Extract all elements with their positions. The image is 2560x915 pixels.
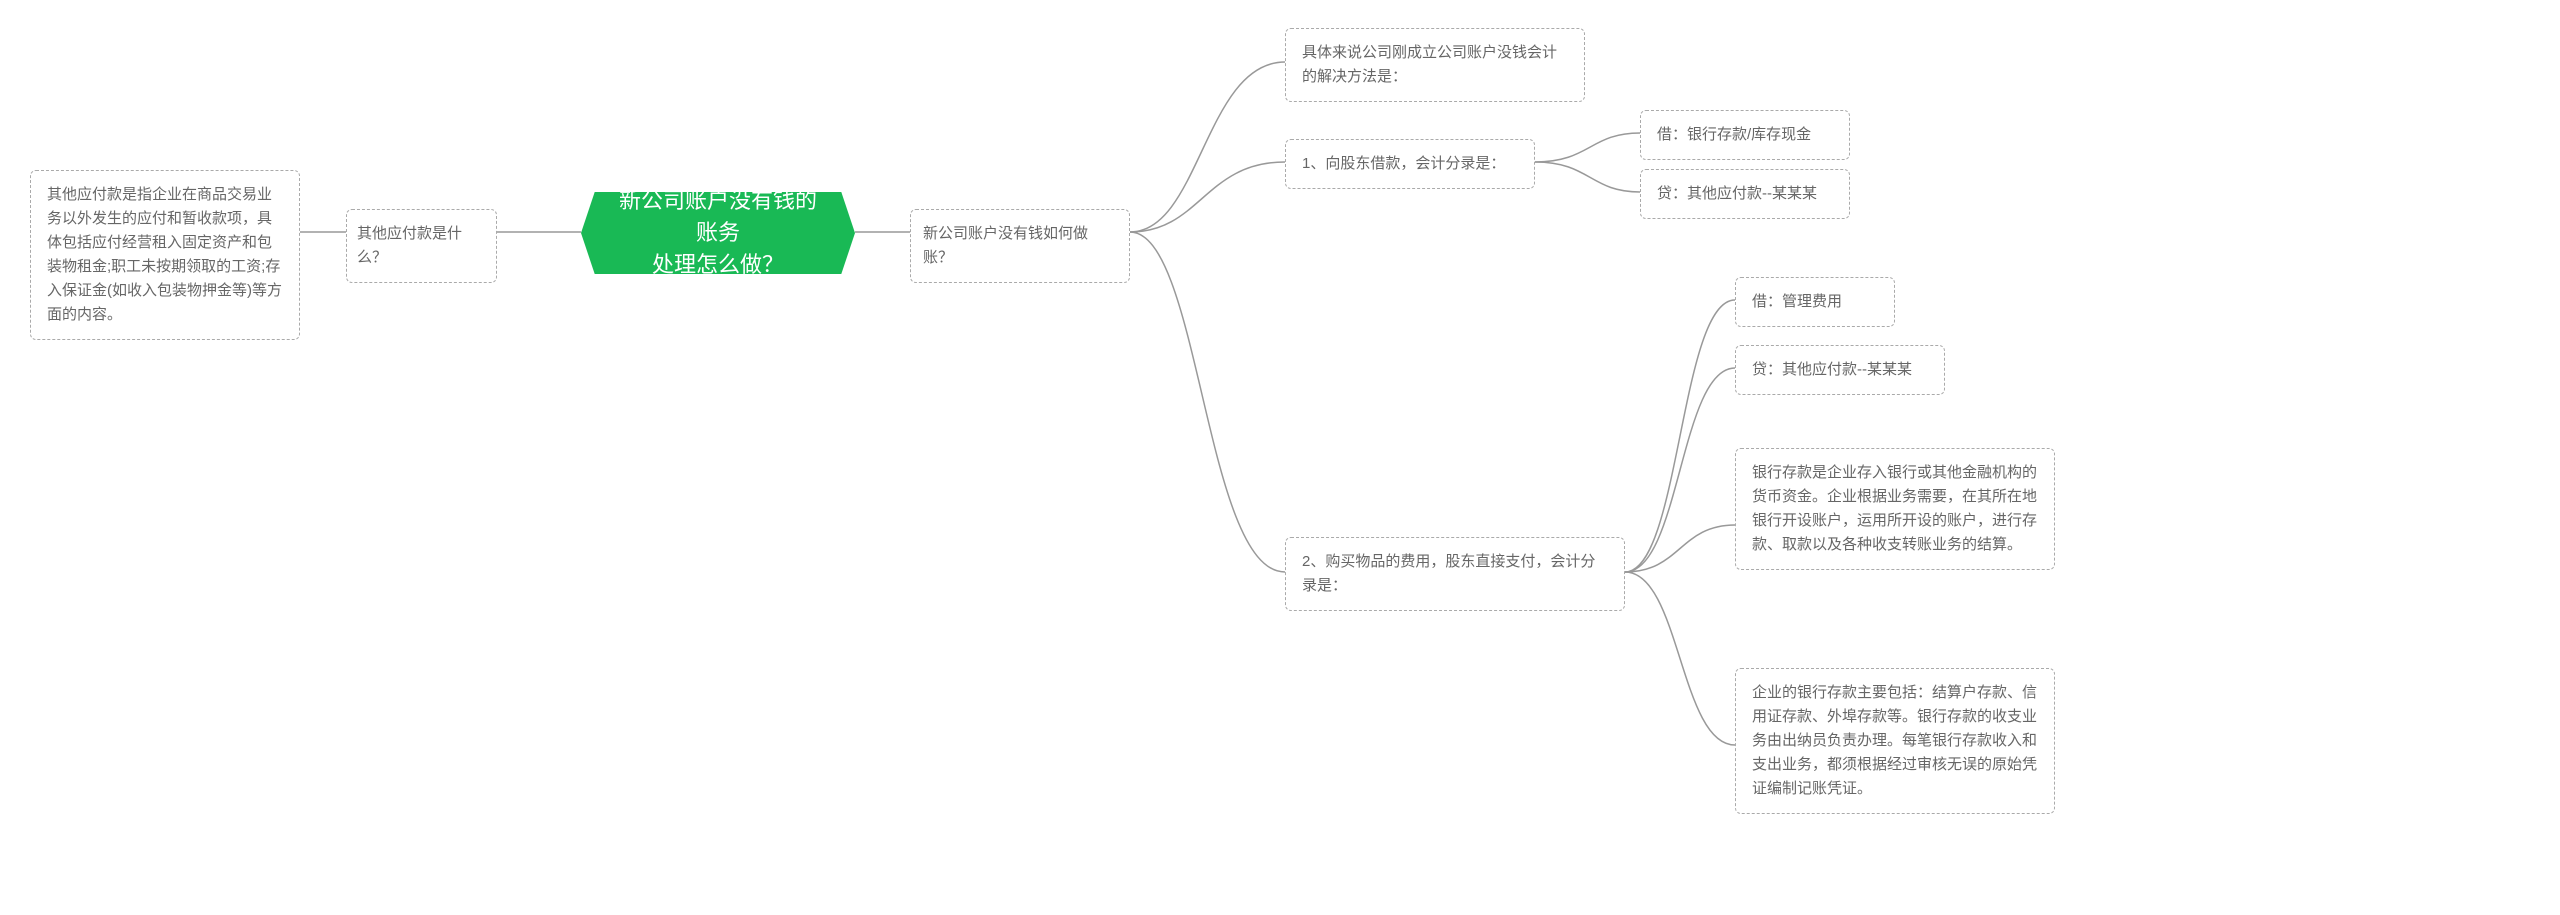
mindmap-connectors: [0, 0, 2560, 915]
right-item2-label: 2、购买物品的费用，股东直接支付，会计分录是：: [1302, 553, 1595, 594]
right-branch-how-to-account: 新公司账户没有钱如何做账？: [910, 209, 1130, 283]
left-branch-label: 其他应付款是什么？: [357, 225, 462, 266]
right-item2-credit: 贷：其他应付款--某某某: [1735, 345, 1945, 395]
right-item1-credit: 贷：其他应付款--某某某: [1640, 169, 1850, 219]
right-item1-debit: 借：银行存款/库存现金: [1640, 110, 1850, 160]
root-title: 新公司账户没有钱的账务 处理怎么做？: [611, 185, 825, 281]
right-item1-debit-text: 借：银行存款/库存现金: [1657, 126, 1811, 143]
right-intro-text: 具体来说公司刚成立公司账户没钱会计的解决方法是：: [1302, 44, 1557, 85]
right-item1-label: 1、向股东借款，会计分录是：: [1302, 155, 1505, 172]
right-intro: 具体来说公司刚成立公司账户没钱会计的解决方法是：: [1285, 28, 1585, 102]
right-item2-credit-text: 贷：其他应付款--某某某: [1752, 361, 1912, 378]
right-item1-credit-text: 贷：其他应付款--某某某: [1657, 185, 1817, 202]
right-item2-debit: 借：管理费用: [1735, 277, 1895, 327]
left-leaf-other-payables-desc: 其他应付款是指企业在商品交易业务以外发生的应付和暂收款项，具体包括应付经营租入固…: [30, 170, 300, 340]
right-item2-note1: 银行存款是企业存入银行或其他金融机构的货币资金。企业根据业务需要，在其所在地银行…: [1735, 448, 2055, 570]
right-item2-note2: 企业的银行存款主要包括：结算户存款、信用证存款、外埠存款等。银行存款的收支业务由…: [1735, 668, 2055, 814]
left-leaf-text: 其他应付款是指企业在商品交易业务以外发生的应付和暂收款项，具体包括应付经营租入固…: [47, 186, 282, 323]
right-item2-note2-text: 企业的银行存款主要包括：结算户存款、信用证存款、外埠存款等。银行存款的收支业务由…: [1752, 684, 2037, 797]
left-branch-other-payables: 其他应付款是什么？: [346, 209, 497, 283]
root-node: 新公司账户没有钱的账务 处理怎么做？: [581, 192, 855, 274]
right-branch-label: 新公司账户没有钱如何做账？: [923, 225, 1088, 266]
right-item2-note1-text: 银行存款是企业存入银行或其他金融机构的货币资金。企业根据业务需要，在其所在地银行…: [1752, 464, 2037, 553]
right-item2: 2、购买物品的费用，股东直接支付，会计分录是：: [1285, 537, 1625, 611]
right-item2-debit-text: 借：管理费用: [1752, 293, 1842, 310]
right-item1: 1、向股东借款，会计分录是：: [1285, 139, 1535, 189]
